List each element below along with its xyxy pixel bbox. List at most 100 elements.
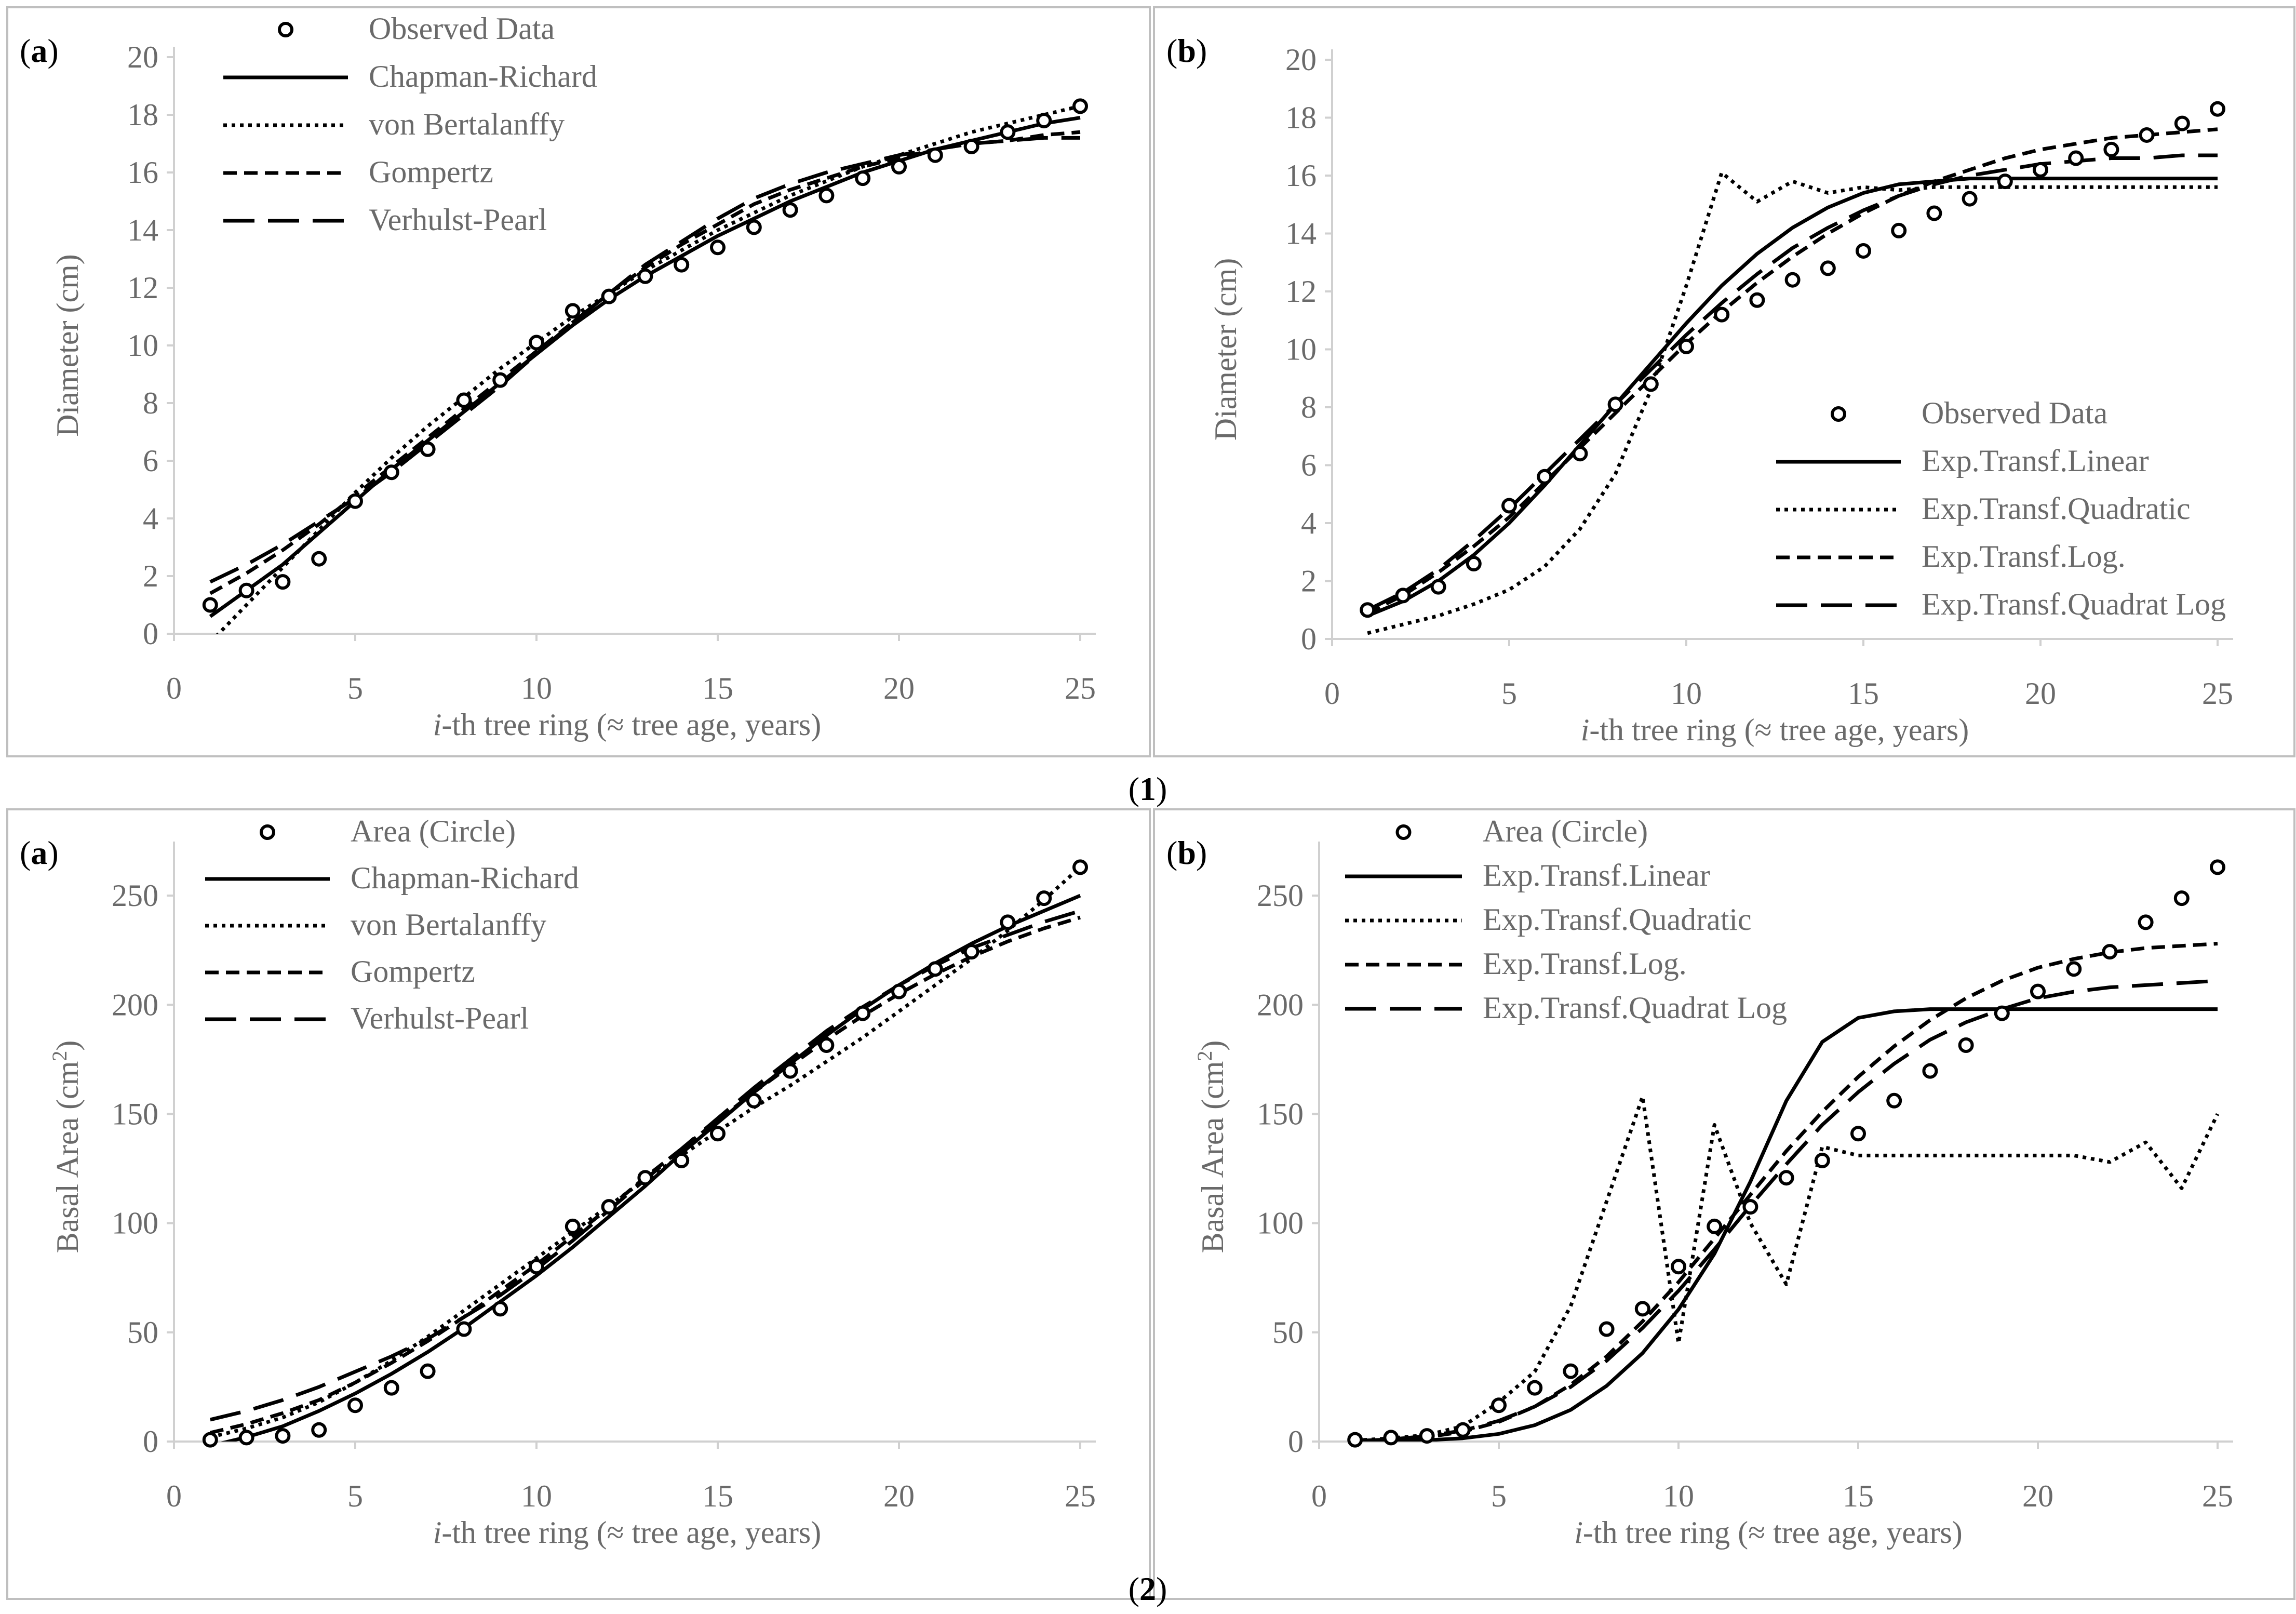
panel-1a-observed-point	[202, 597, 218, 613]
panel-1b-y-tick-label: 8	[1301, 390, 1317, 424]
panel-1b-observed-point	[1856, 243, 1871, 259]
panel-2b-observed-point	[1671, 1259, 1686, 1275]
panel-1b-y-tick-label: 18	[1285, 101, 1317, 135]
panel-1a-observed-point	[238, 582, 254, 598]
panel-1b-observed-point	[1430, 579, 1446, 595]
panel-1b-x-axis-title-rest: -th tree ring (≈ tree age, years)	[1589, 713, 1969, 747]
panel-1b-legend: Observed Data Exp.Transf.Linear Exp.Transf…	[1776, 396, 2226, 621]
panel-1b-observed-point	[1820, 260, 1836, 276]
panel-1a-series-von-bertalanffy	[216, 104, 1081, 634]
panel-1b-y-tick-label: 20	[1285, 43, 1317, 77]
panel-2a-observed-point	[855, 1005, 871, 1021]
panel-1a-observed-point	[1072, 98, 1088, 114]
panel-1a-y-tick-label: 20	[127, 40, 158, 74]
panel-2b-observed-point	[2173, 890, 2190, 906]
panel-1a-legend: Observed Data Chapman-Richard von Bertalan…	[223, 11, 597, 237]
panel-1a-observed-point	[637, 268, 653, 284]
panel-1b-observed-point	[1607, 396, 1623, 412]
panel-2b-observed-point	[1922, 1063, 1938, 1079]
panel-1b-observed-point	[1466, 556, 1482, 572]
panel-2a-observed-point	[456, 1321, 472, 1337]
panel-1a-x-tick-label: 5	[347, 671, 363, 705]
panel-2b-observed-point	[1778, 1170, 1794, 1186]
panel-1a-panel-label: (a)	[20, 32, 59, 69]
panel-1b-observed-point	[1395, 588, 1411, 604]
panel-2a-y-tick-label: 150	[112, 1097, 158, 1131]
panel-2b-observed-point	[2210, 859, 2225, 875]
panel-1a-observed-point	[927, 147, 943, 163]
panel-1b-legend-label: Exp.Transf.Linear	[1922, 444, 2149, 478]
panel-2b: 0 50 100 150 200 250 0 5 10 15 20 25 i-th tree ring …	[1153, 808, 2295, 1600]
panel-1a-legend-label: von Bertalanffy	[369, 107, 565, 141]
panel-1b-legend-label: Observed Data	[1922, 396, 2107, 430]
panel-1b-y-tick-label: 12	[1285, 274, 1317, 309]
panel-2a-observed-point	[275, 1428, 291, 1444]
panel-1b-observed-point	[1572, 446, 1588, 462]
panel-2b-y-axis-title-close: )	[1196, 1041, 1230, 1051]
panel-2b-legend-label: Exp.Transf.Log.	[1483, 946, 1687, 981]
panel-1a-observed-point	[529, 335, 544, 351]
panel-2a-observed-point	[963, 944, 979, 960]
panel-1a-y-tick-label: 16	[127, 155, 158, 190]
panel-1b-observed-point	[2103, 141, 2119, 157]
panel-1a-frame	[6, 6, 1151, 757]
panel-2a-observed-point	[891, 983, 907, 999]
panel-2a-legend-label: Verhulst-Pearl	[351, 1001, 529, 1035]
panel-2b-legend-label: Area (Circle)	[1483, 814, 1648, 848]
panel-2b-frame	[1153, 808, 2295, 1600]
panel-1b-y-tick-label: 2	[1301, 564, 1317, 598]
panel-1a-observed-point	[565, 303, 581, 319]
panel-1a-legend-label: Gompertz	[369, 155, 493, 189]
panel-1b-y-tick-label: 6	[1301, 448, 1317, 483]
panel-2b-observed-point	[1527, 1380, 1543, 1396]
panel-1a-legend-marker	[278, 22, 293, 37]
panel-1b-x-tick-label: 15	[1848, 676, 1879, 711]
panel-1a-observed-point	[492, 372, 508, 388]
panel-1b-observed-point	[1679, 338, 1694, 354]
panel-2a-legend: Area (Circle) Chapman-Richard von Bertalan…	[205, 814, 579, 1035]
panel-2b-y-axis-title-main: Basal Area (cm	[1196, 1061, 1230, 1253]
panel-1a-observed-point	[963, 139, 979, 155]
panel-2a-observed-point	[529, 1259, 544, 1275]
panel-2b-observed-point	[1886, 1092, 1902, 1109]
panel-2a-observed-point	[347, 1397, 363, 1413]
panel-1b-x-axis-title: i-th tree ring (≈ tree age, years)	[1581, 713, 1969, 747]
panel-1a-x-tick-label: 0	[166, 671, 182, 705]
panel-1a-observed-point	[383, 464, 399, 481]
panel-2a-x-axis-title: i-th tree ring (≈ tree age, years)	[433, 1515, 822, 1550]
panel-1a-y-tick-label: 18	[127, 98, 158, 132]
panel-2b-x-tick-label: 10	[1663, 1479, 1694, 1513]
panel-2b-y-tick-label: 0	[1288, 1424, 1304, 1459]
panel-1a-y-tick-label: 0	[143, 617, 158, 651]
panel-1b-x-tick-label: 20	[2025, 676, 2056, 711]
panel-1a-x-tick-label: 20	[883, 671, 915, 705]
panel-2a-y-axis-title: Basal Area (cm2)	[48, 1041, 85, 1253]
panel-1a-y-tick-label: 6	[143, 444, 158, 478]
panel-2a-y-axis-title-superscript: 2	[48, 1051, 71, 1061]
panel-2a-y-tick-label: 0	[143, 1424, 158, 1459]
panel-1b-observed-point	[2174, 115, 2190, 131]
panel-1a-observed-point	[311, 551, 327, 567]
panel-2b-y-tick-label: 100	[1257, 1206, 1304, 1240]
panel-1b-observed-point	[1997, 174, 2013, 190]
panel-2a-y-tick-label: 200	[112, 988, 158, 1022]
panel-1a-x-tick-label: 10	[521, 671, 552, 705]
panel-1b-observed-point	[1962, 191, 1978, 207]
panel-2a-observed-point	[601, 1199, 617, 1215]
panel-1b-observed-point	[1784, 272, 1801, 288]
panel-2a-series-von-bertalanffy	[209, 865, 1082, 1439]
panel-2a-observed-point	[383, 1380, 399, 1396]
panel-1b-legend-label: Exp.Transf.Log.	[1922, 539, 2126, 573]
panel-1a-observed-point	[746, 219, 762, 235]
panel-2a-y-tick-label: 250	[112, 878, 158, 913]
panel-2b-observed-point	[1347, 1432, 1363, 1448]
panel-1a-series-chapman-richard	[209, 116, 1081, 618]
panel-1a-y-tick-label: 10	[127, 328, 158, 363]
panel-1a-series-gompertz	[209, 130, 1081, 595]
panel-1b-legend-label: Exp.Transf.Quadrat Log	[1922, 587, 2226, 621]
panel-2a-legend-label: Gompertz	[351, 954, 475, 989]
panel-2a-x-axis-title-rest: -th tree ring (≈ tree age, years)	[441, 1515, 821, 1550]
panel-1b-y-tick-label: 14	[1285, 217, 1317, 251]
panel-2b-observed-point	[1814, 1152, 1830, 1168]
